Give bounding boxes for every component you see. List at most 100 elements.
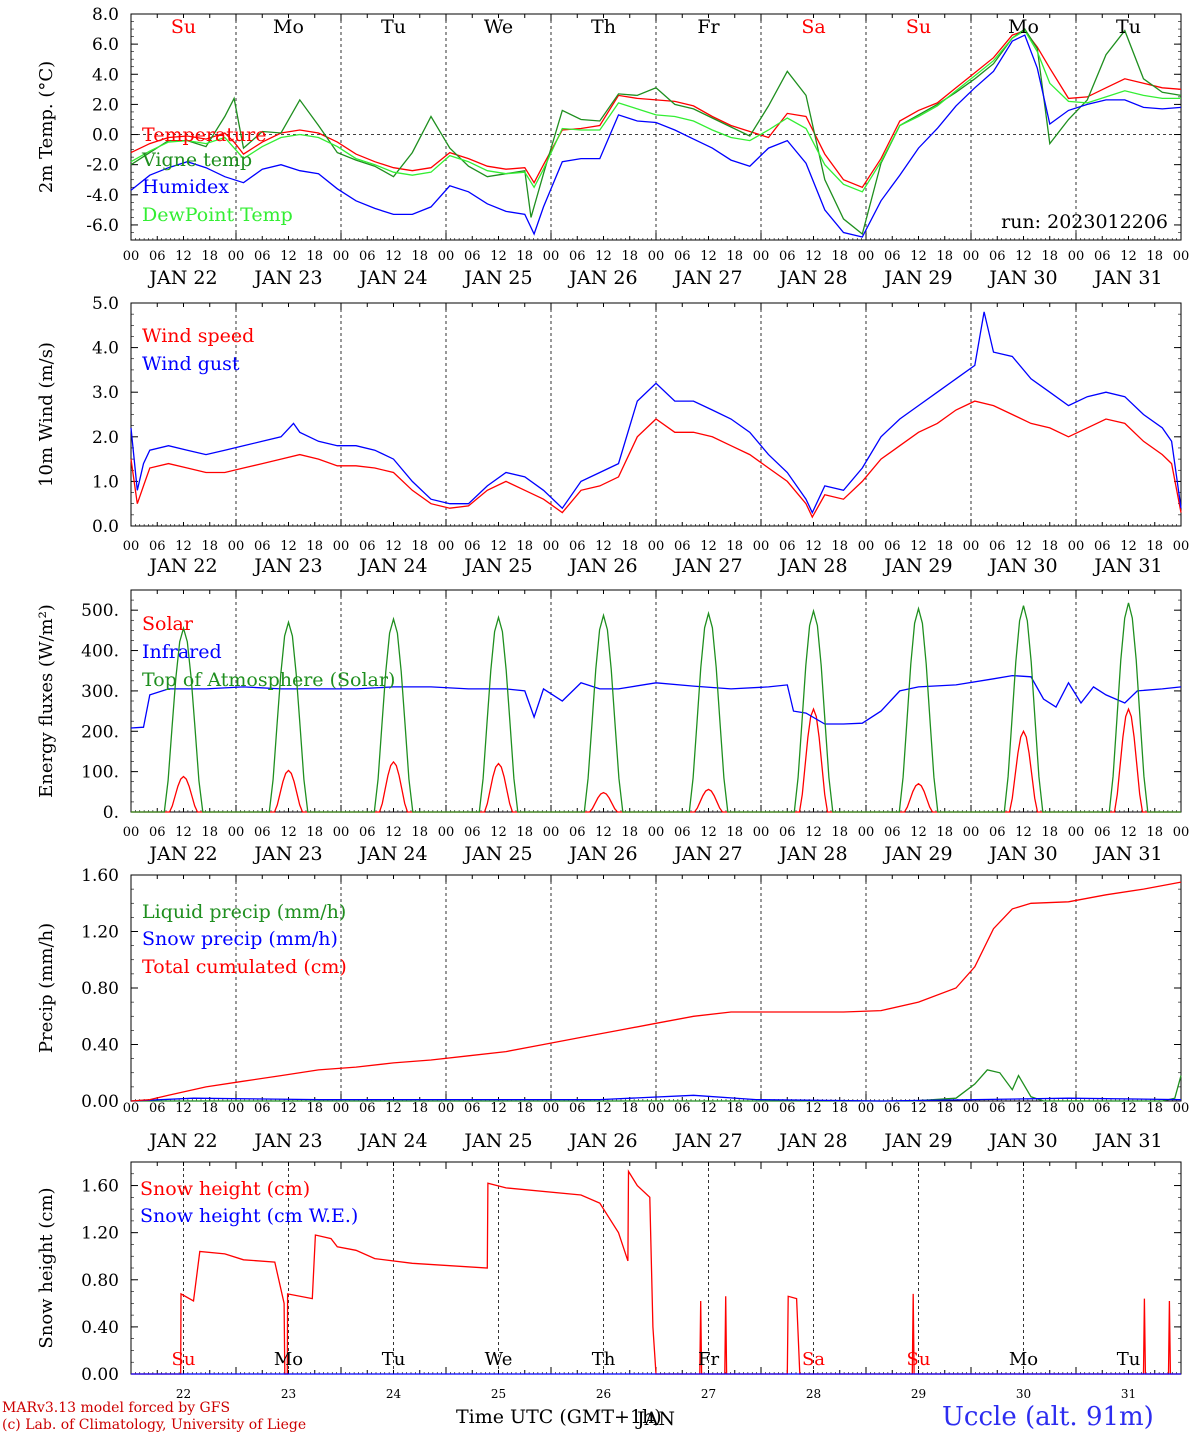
hour-tick-label: 18	[411, 539, 428, 554]
hour-tick-label: 12	[280, 249, 297, 264]
hour-tick-label: 00	[438, 539, 455, 554]
hour-tick-label: 06	[1094, 1101, 1111, 1116]
date-label: JAN 25	[462, 1130, 532, 1152]
hour-tick-label: 12	[910, 1101, 927, 1116]
hour-tick-label: 18	[1146, 1101, 1163, 1116]
hour-tick-label: 12	[595, 249, 612, 264]
hour-tick-label: 12	[385, 825, 402, 840]
hour-tick-label: 06	[884, 249, 901, 264]
legend-entry: DewPoint Temp	[142, 204, 293, 226]
y-tick-label: 1.0	[92, 472, 119, 492]
hour-tick-label: 00	[1173, 1101, 1190, 1116]
hour-tick-label: 06	[254, 539, 271, 554]
hour-tick-label: 06	[674, 825, 691, 840]
hour-tick-label: 18	[936, 249, 953, 264]
hour-tick-label: 18	[306, 539, 323, 554]
legend-entry: Total cumulated (cm)	[142, 956, 347, 978]
y-tick-label: 1.60	[81, 1177, 119, 1197]
hour-tick-label: 12	[385, 249, 402, 264]
hour-tick-label: 06	[674, 1101, 691, 1116]
hour-tick-label: 00	[228, 1101, 245, 1116]
hour-tick-label: 06	[779, 249, 796, 264]
series-line-total-cumulated-cm-	[130, 881, 1182, 1102]
y-tick-label: 0.0	[92, 517, 119, 537]
weekday-label: Tu	[381, 16, 406, 38]
date-label: JAN 22	[147, 555, 217, 577]
legend-entry: Temperature	[142, 124, 266, 146]
bottom-weekday-label: Tu	[1117, 1349, 1141, 1370]
series-line-snow-height-cm-	[131, 1169, 1181, 1375]
hour-tick-label: 06	[149, 539, 166, 554]
hour-tick-label: 18	[411, 825, 428, 840]
hour-tick-label: 00	[1068, 825, 1085, 840]
panel-frame-wind	[130, 302, 1182, 527]
series-line-top-of-atmosphere-solar-	[131, 602, 1181, 813]
date-label: JAN 23	[252, 1130, 322, 1152]
hour-tick-label: 00	[228, 539, 245, 554]
hour-tick-label: 06	[674, 249, 691, 264]
hour-tick-label: 00	[648, 249, 665, 264]
weekday-label: Th	[591, 16, 616, 38]
day-number-label: 26	[596, 1387, 611, 1401]
hour-tick-label: 06	[149, 249, 166, 264]
hour-tick-label: 00	[228, 249, 245, 264]
hour-tick-label: 12	[490, 249, 507, 264]
y-tick-label: 0.0	[92, 126, 119, 146]
hour-tick-label: 06	[884, 1101, 901, 1116]
hour-tick-label: 00	[648, 539, 665, 554]
hour-tick-label: 12	[595, 1101, 612, 1116]
hour-tick-label: 00	[963, 1101, 980, 1116]
hour-tick-label: 06	[569, 825, 586, 840]
hour-tick-label: 12	[805, 1101, 822, 1116]
hour-tick-label: 12	[1120, 249, 1137, 264]
hour-tick-label: 00	[123, 1101, 140, 1116]
hour-tick-label: 00	[753, 539, 770, 554]
day-number-label: 27	[701, 1387, 716, 1401]
hour-tick-label: 06	[569, 1101, 586, 1116]
day-number-label: 24	[386, 1387, 402, 1401]
legend-entry: Snow precip (mm/h)	[142, 928, 338, 950]
legend-entry: Vigne temp	[141, 149, 252, 171]
hour-tick-label: 00	[123, 825, 140, 840]
hour-tick-label: 06	[1094, 249, 1111, 264]
hour-tick-label: 06	[359, 825, 376, 840]
hour-tick-label: 00	[858, 539, 875, 554]
date-label: JAN 24	[357, 843, 427, 865]
hour-tick-label: 00	[123, 539, 140, 554]
hour-tick-label: 12	[910, 825, 927, 840]
hour-tick-label: 18	[831, 539, 848, 554]
y-tick-label: 4.0	[92, 65, 119, 85]
y-tick-label: 0.80	[81, 1271, 119, 1291]
hour-tick-label: 06	[779, 825, 796, 840]
date-label: JAN 24	[357, 267, 427, 289]
x-axis-title: Time UTC (GMT+1h)	[456, 1406, 662, 1428]
hour-tick-label: 12	[385, 1101, 402, 1116]
legend-entry: Infrared	[142, 641, 222, 663]
series-line-wind-speed	[130, 400, 1182, 519]
hour-tick-label: 00	[1173, 825, 1190, 840]
hour-tick-label: 12	[1015, 539, 1032, 554]
hour-tick-label: 00	[438, 825, 455, 840]
hour-tick-label: 00	[858, 825, 875, 840]
y-tick-label: 200.	[81, 722, 119, 742]
date-label: JAN 28	[777, 555, 847, 577]
hour-tick-label: 00	[333, 539, 350, 554]
hour-tick-label: 18	[411, 249, 428, 264]
hour-tick-label: 18	[1041, 1101, 1058, 1116]
date-label: JAN 22	[147, 267, 217, 289]
hour-tick-label: 12	[175, 249, 192, 264]
hour-tick-label: 18	[726, 1101, 743, 1116]
hour-tick-label: 18	[516, 539, 533, 554]
hour-tick-label: 00	[648, 825, 665, 840]
weekday-label: Su	[906, 16, 931, 38]
date-label: JAN 29	[882, 1130, 952, 1152]
hour-tick-label: 18	[621, 1101, 638, 1116]
hour-tick-label: 12	[700, 825, 717, 840]
y-tick-label: 400.	[81, 642, 119, 662]
hour-tick-label: 12	[490, 825, 507, 840]
date-label: JAN 31	[1092, 843, 1162, 865]
hour-tick-label: 06	[359, 249, 376, 264]
date-label: JAN 26	[567, 1130, 637, 1152]
series-line-infrared	[130, 674, 1182, 729]
date-label: JAN 30	[987, 555, 1057, 577]
